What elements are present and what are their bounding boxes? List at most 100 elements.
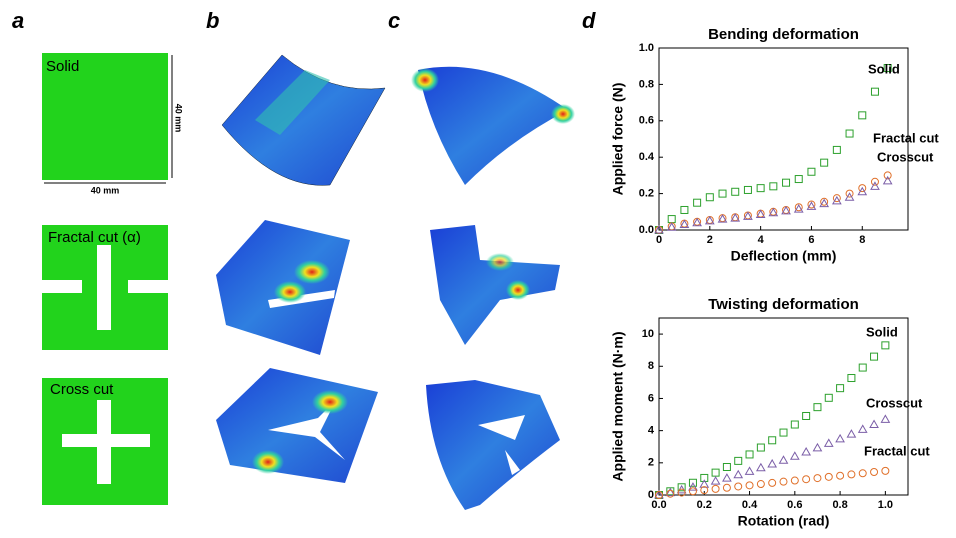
marker — [735, 483, 742, 490]
panel-label: c — [388, 8, 400, 33]
marker — [814, 475, 821, 482]
marker — [881, 415, 889, 422]
x-tick-label: 0.8 — [832, 499, 847, 511]
cut — [97, 245, 111, 330]
x-tick-label: 0.6 — [787, 499, 802, 511]
y-tick-label: 4 — [648, 425, 655, 437]
x-tick-label: 8 — [859, 234, 865, 246]
marker — [783, 179, 790, 186]
y-tick-label: 1.0 — [639, 42, 654, 54]
marker — [768, 460, 776, 467]
marker — [870, 421, 878, 428]
marker — [825, 473, 832, 480]
y-tick-label: 0.8 — [639, 78, 654, 90]
marker — [802, 448, 810, 455]
x-tick-label: 0.2 — [697, 499, 712, 511]
marker — [780, 478, 787, 485]
x-tick-label: 2 — [707, 234, 713, 246]
marker — [780, 429, 787, 436]
y-tick-label: 0 — [648, 489, 654, 501]
x-tick-label: 4 — [758, 234, 765, 246]
marker — [814, 404, 821, 411]
marker — [770, 183, 777, 190]
marker — [769, 437, 776, 444]
marker — [859, 112, 866, 119]
y-tick-label: 8 — [648, 360, 654, 372]
marker — [859, 470, 866, 477]
marker — [803, 476, 810, 483]
marker — [723, 484, 730, 491]
marker — [813, 444, 821, 451]
legend-label: Crosscut — [866, 395, 923, 410]
marker — [808, 168, 815, 175]
marker — [791, 421, 798, 428]
legend-label: Fractal cut — [873, 130, 939, 145]
marker — [848, 471, 855, 478]
marker — [837, 385, 844, 392]
x-axis-label: Deflection (mm) — [731, 248, 837, 264]
y-axis-label: Applied force (N) — [610, 83, 626, 196]
marker — [723, 464, 730, 471]
marker — [757, 444, 764, 451]
marker — [791, 477, 798, 484]
marker — [780, 456, 788, 463]
marker — [846, 130, 853, 137]
marker — [723, 474, 731, 481]
marker — [791, 452, 799, 459]
marker — [769, 479, 776, 486]
marker — [757, 185, 764, 192]
panel-label: a — [12, 8, 24, 33]
marker — [706, 194, 713, 201]
panel-label: d — [582, 8, 596, 33]
legend-label: Fractal cut — [864, 443, 930, 458]
y-axis-label: Applied moment (N·m) — [610, 331, 626, 481]
marker — [694, 199, 701, 206]
marker — [859, 425, 867, 432]
marker — [871, 468, 878, 475]
marker — [681, 206, 688, 213]
panel-label: b — [206, 8, 219, 33]
marker — [836, 435, 844, 442]
marker — [871, 88, 878, 95]
marker — [732, 188, 739, 195]
marker — [757, 481, 764, 488]
marker — [803, 412, 810, 419]
x-tick-label: 0.4 — [742, 499, 758, 511]
marker — [795, 176, 802, 183]
marker — [746, 467, 754, 474]
fea-twisting — [411, 67, 575, 510]
x-tick-label: 6 — [808, 234, 814, 246]
cut — [128, 280, 168, 293]
marker — [712, 477, 720, 484]
y-tick-label: 0.6 — [639, 115, 654, 127]
marker — [719, 190, 726, 197]
marker — [837, 472, 844, 479]
chart-title: Twisting deformation — [708, 296, 859, 313]
specimen-label: Solid — [46, 58, 79, 75]
marker — [882, 342, 889, 349]
dimension-label: 40 mm — [91, 185, 120, 195]
chart-title: Bending deformation — [708, 26, 859, 43]
dimension-label: 40 mm — [174, 104, 184, 133]
marker — [825, 394, 832, 401]
legend-label: Solid — [866, 324, 898, 339]
marker — [735, 457, 742, 464]
y-tick-label: 0.2 — [639, 188, 654, 200]
y-tick-label: 0.4 — [639, 151, 655, 163]
cut — [62, 434, 150, 447]
marker — [712, 485, 719, 492]
marker — [825, 439, 833, 446]
marker — [848, 375, 855, 382]
marker — [744, 186, 751, 193]
y-tick-label: 0.0 — [639, 224, 654, 236]
marker — [821, 159, 828, 166]
marker — [746, 451, 753, 458]
legend-label: Crosscut — [877, 149, 934, 164]
marker — [871, 353, 878, 360]
figure: a b c d Solid 40 mm 40 mm Fractal cut (α… — [0, 0, 956, 538]
marker — [757, 464, 765, 471]
x-tick-label: 0 — [656, 234, 662, 246]
marker — [847, 430, 855, 437]
y-tick-label: 10 — [642, 328, 654, 340]
marker — [668, 216, 675, 223]
